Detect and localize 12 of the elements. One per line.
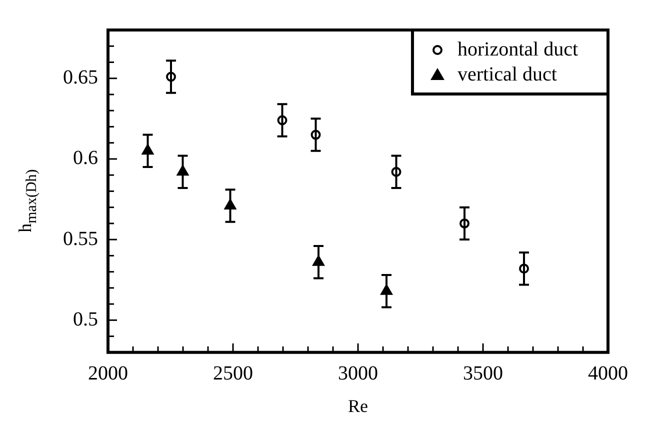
x-tick-label: 4000: [588, 362, 628, 385]
x-tick-label: 2500: [213, 362, 253, 385]
y-tick-label: 0.65: [63, 66, 98, 89]
x-tick-label: 2000: [88, 362, 128, 385]
y-tick-label: 0.55: [63, 228, 98, 250]
y-tick-label: 0.6: [73, 147, 98, 170]
legend-label: vertical duct: [457, 63, 558, 86]
x-tick-label: 3000: [338, 362, 378, 385]
x-axis-title: Re: [348, 396, 368, 416]
legend-label: horizontal duct: [457, 38, 578, 60]
x-tick-label: 3500: [463, 362, 503, 385]
y-tick-label: 0.5: [73, 308, 98, 330]
